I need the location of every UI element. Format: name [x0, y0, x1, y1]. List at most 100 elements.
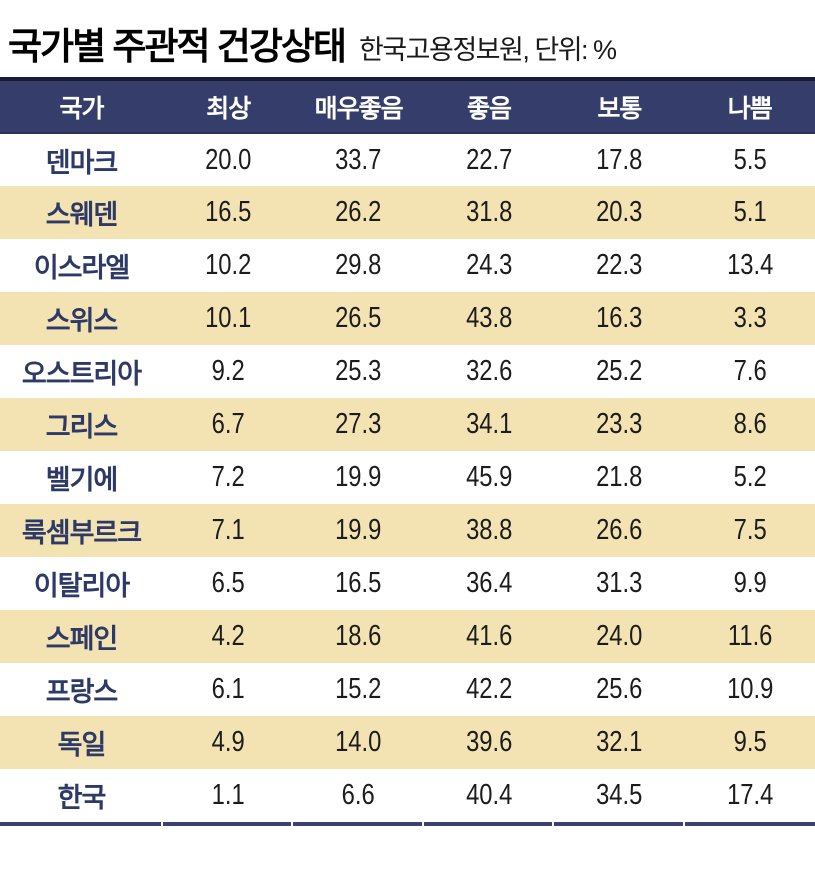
value-cell: 32.6	[424, 345, 554, 398]
infographic-page: 국가별 주관적 건강상태 한국고용정보원, 단위: % 국가 최상 매우좋음 좋…	[0, 0, 815, 826]
bottom-border-segment	[554, 822, 685, 826]
value-text: 26.2	[335, 196, 382, 228]
value-text: 9.2	[211, 355, 245, 387]
value-cell: 17.8	[554, 133, 684, 186]
value-text: 17.8	[596, 143, 643, 176]
value-cell: 25.2	[554, 345, 684, 398]
value-text: 22.7	[465, 143, 513, 176]
value-text: 8.6	[733, 408, 767, 440]
value-text: 36.4	[465, 567, 513, 599]
value-cell: 36.4	[424, 557, 554, 610]
value-text: 5.1	[733, 196, 767, 228]
value-text: 27.3	[335, 408, 382, 440]
value-cell: 16.5	[163, 186, 293, 239]
value-cell: 7.1	[163, 504, 293, 557]
table-row: 룩셈부르크 7.1 19.9 38.8 26.6 7.5	[0, 504, 815, 557]
value-cell: 19.9	[293, 504, 423, 557]
country-cell: 오스트리아	[21, 359, 142, 389]
table-row: 덴마크 20.0 33.7 22.7 17.8 5.5	[0, 133, 815, 186]
table-row: 스페인 4.2 18.6 41.6 24.0 11.6	[0, 610, 815, 663]
value-cell: 6.7	[163, 398, 293, 451]
value-cell: 25.6	[554, 663, 684, 716]
value-cell: 39.6	[424, 716, 554, 769]
value-cell: 27.3	[293, 398, 423, 451]
value-cell: 34.5	[554, 769, 684, 822]
value-cell: 7.2	[163, 451, 293, 504]
value-cell: 4.2	[163, 610, 293, 663]
value-text: 10.9	[726, 673, 773, 705]
bottom-border-segment	[293, 822, 424, 826]
value-text: 42.2	[465, 673, 513, 705]
value-cell: 17.4	[685, 769, 815, 822]
value-text: 39.6	[465, 726, 513, 758]
table-header-row: 국가 최상 매우좋음 좋음 보통 나쁨	[0, 79, 815, 133]
table-row: 스웨덴 16.5 26.2 31.8 20.3 5.1	[0, 186, 815, 239]
value-cell: 24.3	[424, 239, 554, 292]
value-cell: 5.5	[685, 133, 815, 186]
country-cell: 프랑스	[45, 677, 119, 707]
column-header-good: 좋음	[466, 94, 512, 123]
page-subtitle: 한국고용정보원, 단위: %	[358, 35, 617, 65]
table-row: 오스트리아 9.2 25.3 32.6 25.2 7.6	[0, 345, 815, 398]
column-header-bad: 나쁨	[727, 94, 773, 123]
value-cell: 6.6	[293, 769, 423, 822]
value-text: 45.9	[465, 461, 513, 493]
country-cell: 스페인	[45, 624, 119, 654]
value-text: 9.5	[733, 726, 767, 758]
column-header-verygood: 매우좋음	[314, 94, 404, 123]
value-cell: 41.6	[424, 610, 554, 663]
value-cell: 5.2	[685, 451, 815, 504]
value-text: 10.1	[205, 302, 252, 334]
value-text: 38.8	[465, 514, 513, 546]
value-cell: 22.3	[554, 239, 684, 292]
value-text: 5.5	[733, 143, 767, 176]
value-text: 16.5	[335, 567, 382, 599]
value-text: 7.6	[733, 355, 767, 387]
value-text: 7.5	[733, 514, 767, 546]
value-text: 26.5	[335, 302, 382, 334]
country-cell: 스웨덴	[45, 200, 119, 230]
value-text: 24.0	[596, 620, 643, 652]
value-text: 22.3	[596, 249, 643, 281]
value-text: 13.4	[726, 249, 773, 281]
title-bar: 국가별 주관적 건강상태 한국고용정보원, 단위: %	[0, 0, 815, 77]
value-cell: 23.3	[554, 398, 684, 451]
value-cell: 45.9	[424, 451, 554, 504]
column-header-country: 국가	[59, 94, 104, 123]
column-header-average: 보통	[597, 94, 642, 123]
value-text: 23.3	[596, 408, 643, 440]
value-cell: 42.2	[424, 663, 554, 716]
value-text: 20.0	[205, 143, 252, 176]
value-cell: 20.3	[554, 186, 684, 239]
value-cell: 13.4	[685, 239, 815, 292]
bottom-border-segment	[423, 822, 555, 826]
table-row: 이스라엘 10.2 29.8 24.3 22.3 13.4	[0, 239, 815, 292]
value-text: 43.8	[465, 302, 513, 334]
value-cell: 29.8	[293, 239, 423, 292]
country-cell: 이스라엘	[33, 253, 130, 283]
value-text: 31.3	[596, 567, 643, 599]
value-cell: 31.3	[554, 557, 684, 610]
value-cell: 3.3	[685, 292, 815, 345]
value-cell: 11.6	[685, 610, 815, 663]
value-cell: 6.1	[163, 663, 293, 716]
value-text: 34.5	[596, 779, 643, 811]
value-cell: 26.2	[293, 186, 423, 239]
country-cell: 한국	[57, 783, 107, 813]
table-bottom-border	[0, 822, 815, 826]
value-text: 7.2	[211, 461, 245, 493]
country-cell: 룩셈부르크	[21, 518, 142, 548]
value-text: 21.8	[596, 461, 643, 493]
value-cell: 24.0	[554, 610, 684, 663]
value-text: 29.8	[335, 249, 382, 281]
value-text: 24.3	[465, 249, 513, 281]
value-text: 25.6	[596, 673, 643, 705]
value-text: 18.6	[335, 620, 382, 652]
value-cell: 38.8	[424, 504, 554, 557]
country-cell: 독일	[57, 730, 107, 760]
value-text: 6.6	[342, 779, 376, 811]
value-cell: 26.6	[554, 504, 684, 557]
value-cell: 18.6	[293, 610, 423, 663]
bottom-border-segment	[163, 822, 294, 826]
value-cell: 26.5	[293, 292, 423, 345]
